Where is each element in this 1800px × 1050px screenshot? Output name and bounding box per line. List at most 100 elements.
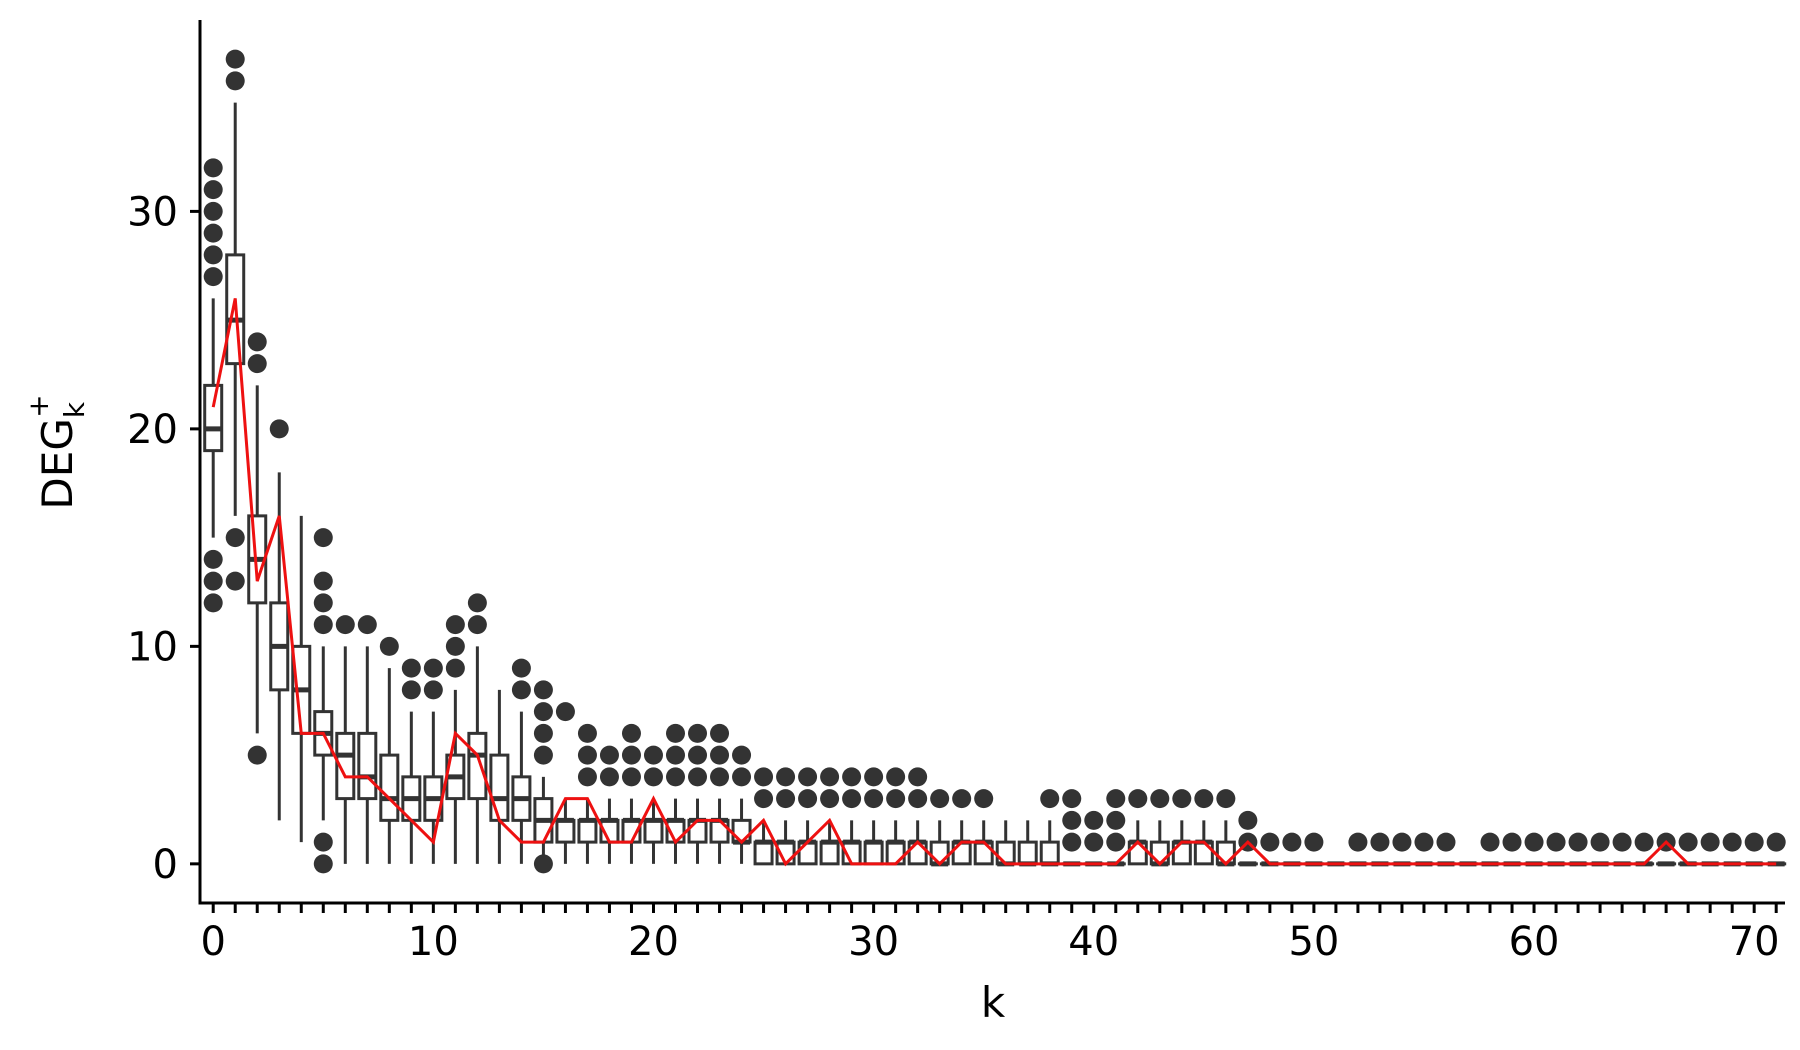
outlier-point — [1414, 832, 1434, 852]
y-tick-label: 20 — [127, 407, 178, 453]
outlier-point — [203, 201, 223, 221]
outlier-point — [467, 615, 487, 635]
outlier-point — [776, 767, 796, 787]
outlier-point — [842, 789, 862, 809]
box-iqr — [731, 818, 752, 844]
box-15 — [533, 776, 554, 864]
outlier-point — [335, 615, 355, 635]
y-axis-title-subscript: k — [58, 401, 91, 418]
outlier-point — [313, 571, 333, 591]
outlier-point — [555, 702, 575, 722]
outlier-point — [401, 658, 421, 678]
box-iqr — [357, 731, 378, 801]
outlier-point — [313, 593, 333, 613]
outlier-point — [798, 767, 818, 787]
outlier-point — [908, 767, 928, 787]
outlier-points — [203, 49, 1786, 874]
outlier-point — [225, 49, 245, 69]
outlier-point — [1238, 810, 1258, 830]
outlier-point — [313, 615, 333, 635]
outlier-point — [379, 636, 399, 656]
outlier-point — [666, 767, 685, 787]
box-7 — [357, 646, 378, 864]
outlier-point — [1106, 789, 1126, 809]
outlier-point — [511, 680, 531, 700]
outlier-point — [666, 745, 685, 765]
outlier-point — [732, 767, 752, 787]
outlier-point — [864, 767, 884, 787]
x-tick-label: 10 — [408, 919, 459, 965]
box-24 — [731, 798, 752, 864]
outlier-point — [1128, 789, 1148, 809]
x-axis-title: k — [981, 978, 1006, 1027]
box-11 — [445, 689, 466, 864]
outlier-point — [1348, 832, 1368, 852]
outlier-point — [533, 702, 553, 722]
outlier-point — [1590, 832, 1610, 852]
outlier-point — [533, 745, 553, 765]
box-iqr — [203, 383, 224, 453]
box-iqr — [819, 840, 840, 866]
outlier-point — [1700, 832, 1720, 852]
outlier-point — [203, 180, 223, 200]
box-iqr — [687, 818, 708, 844]
outlier-point — [908, 789, 928, 809]
outlier-point — [1282, 832, 1302, 852]
box-iqr — [1171, 840, 1192, 866]
outlier-point — [445, 658, 465, 678]
x-tick-label: 20 — [628, 919, 679, 965]
outlier-point — [357, 615, 377, 635]
x-axis-ticks: 0 10 20 30 40 50 60 70 — [200, 903, 1780, 965]
outlier-point — [203, 571, 223, 591]
outlier-point — [423, 658, 443, 678]
box-37 — [1017, 820, 1038, 867]
median-trend-line-group — [211, 298, 1777, 867]
outlier-point — [577, 723, 597, 743]
box-38 — [1039, 820, 1060, 867]
box-29 — [841, 820, 862, 866]
outlier-point — [688, 767, 708, 787]
outlier-point — [1150, 789, 1170, 809]
box-13 — [489, 689, 510, 864]
outlier-point — [247, 745, 267, 765]
outlier-point — [203, 593, 223, 613]
x-tick-label: 70 — [1729, 919, 1780, 965]
outlier-point — [820, 789, 840, 809]
y-axis-title-base: DEG — [33, 418, 82, 509]
outlier-point — [1612, 832, 1632, 852]
outlier-point — [621, 767, 641, 787]
box-iqr — [335, 731, 356, 801]
y-tick-label: 30 — [127, 189, 178, 235]
x-tick-label: 60 — [1509, 919, 1560, 965]
box-20 — [643, 798, 664, 864]
box-iqr — [709, 818, 730, 844]
outlier-point — [1084, 832, 1104, 852]
outlier-point — [1546, 832, 1566, 852]
box-10 — [423, 711, 444, 864]
outlier-point — [313, 832, 333, 852]
box-iqr — [555, 818, 576, 844]
outlier-point — [1744, 832, 1764, 852]
outlier-point — [710, 723, 730, 743]
outlier-point — [1106, 832, 1126, 852]
box-27 — [797, 820, 818, 866]
outlier-point — [203, 158, 223, 178]
box-9 — [401, 711, 422, 864]
box-iqr — [643, 818, 664, 844]
outlier-point — [203, 267, 223, 287]
outlier-point — [1172, 789, 1192, 809]
outlier-point — [203, 245, 223, 265]
outlier-point — [842, 767, 862, 787]
outlier-point — [754, 789, 774, 809]
y-tick-label: 0 — [153, 842, 178, 888]
outlier-point — [401, 680, 421, 700]
box-series — [203, 102, 1787, 867]
box-3 — [269, 472, 290, 821]
box-12 — [467, 646, 488, 864]
outlier-point — [1524, 832, 1544, 852]
outlier-point — [776, 789, 796, 809]
box-iqr — [1039, 840, 1060, 866]
outlier-point — [1062, 789, 1082, 809]
box-28 — [819, 820, 840, 866]
